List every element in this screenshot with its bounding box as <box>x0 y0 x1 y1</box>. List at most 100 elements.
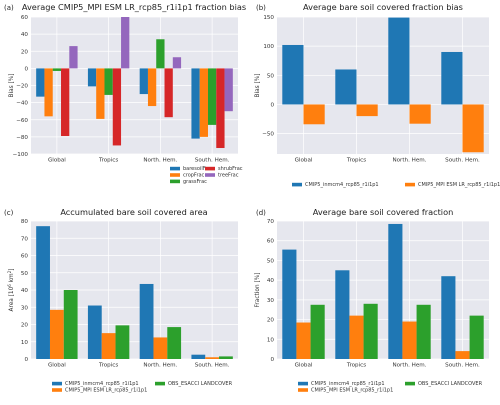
x-tick-label: South. Hem. <box>445 363 480 369</box>
bar-obs-esacci-landcover-2 <box>416 304 431 359</box>
legend-entry: CMIP5_MPI ESM LR_rcp85_r1i1p1 <box>65 387 147 393</box>
y-tick-label: 0 <box>24 66 28 72</box>
legend-entry: baresoilFrac <box>183 166 213 172</box>
y-axis-label-part: km <box>9 273 15 284</box>
bar-cmip5-mpi-esm-lr-rcp85-r1i1p1-3 <box>462 104 484 153</box>
y-axis-label: Fraction [%] <box>255 272 261 307</box>
y-tick-label: 150 <box>263 15 274 21</box>
y-tick-label: 50 <box>267 73 275 79</box>
bar-obs-esacci-landcover-0 <box>310 304 325 359</box>
y-tick-label: −60 <box>16 118 28 124</box>
legend-swatch <box>205 173 215 177</box>
y-tick-label: 20 <box>267 318 275 324</box>
bar-obs-esacci-landcover-3 <box>219 356 233 359</box>
x-tick-label: Global <box>295 363 313 369</box>
bar-shrubfrac-1 <box>112 68 122 146</box>
x-tick-label: North. Hem. <box>392 363 426 369</box>
bar-treefrac-0 <box>69 46 78 69</box>
legend-entry: OBS_ESACCI LANDCOVER <box>418 381 483 387</box>
bar-baresoilfrac-3 <box>191 68 200 139</box>
bar-shrubfrac-0 <box>61 68 70 137</box>
x-tick-label: North. Hem. <box>392 158 426 164</box>
bar-cropfrac-1 <box>96 68 105 119</box>
y-axis-label-part: Area [10 <box>9 286 15 311</box>
y-tick-label: 50 <box>21 271 29 277</box>
y-tick-label: 20 <box>21 323 29 329</box>
bar-shrubfrac-3 <box>216 68 225 149</box>
bar-cmip5-inmcm4-rcp85-r1i1p1-3 <box>191 354 206 359</box>
y-axis-label: Bias [%] <box>9 73 15 97</box>
y-tick-label: 100 <box>263 44 274 50</box>
bar-cmip5-inmcm4-rcp85-r1i1p1-0 <box>36 226 50 359</box>
bar-obs-esacci-landcover-1 <box>363 303 378 359</box>
chart-panel-1: (b) Average bare soil covered fraction bi… <box>255 2 500 188</box>
y-axis-label: Bias [%] <box>255 73 261 97</box>
y-tick-label: 60 <box>21 254 29 260</box>
legend-entry: grassFrac <box>183 179 207 185</box>
panel-label: (b) <box>256 4 266 12</box>
y-tick-label: 10 <box>21 340 29 346</box>
y-axis-label-part: 2 <box>7 270 12 273</box>
bar-grassfrac-0 <box>52 68 62 71</box>
bar-cropfrac-0 <box>44 68 53 117</box>
chart-title: Accumulated bare soil covered area <box>60 207 207 217</box>
legend-entry: CMIP5_MPI ESM LR_rcp85_r1i1p1 <box>418 182 500 188</box>
y-tick-label: 0 <box>270 102 274 108</box>
y-tick-label: 60 <box>21 15 29 21</box>
chart-title: Average CMIP5_MPI ESM LR_rcp85_r1i1p1 fr… <box>22 2 246 12</box>
chart-title: Average bare soil covered fraction bias <box>303 2 463 12</box>
legend-swatch <box>52 388 62 392</box>
bar-cmip5-inmcm4-rcp85-r1i1p1-1 <box>87 305 102 359</box>
bar-cmip5-inmcm4-rcp85-r1i1p1-0 <box>282 249 297 359</box>
x-tick-label: North. Hem. <box>143 158 177 164</box>
bar-cmip5-mpi-esm-lr-rcp85-r1i1p1-0 <box>303 104 325 125</box>
y-tick-label: 70 <box>21 236 29 242</box>
legend-entry: cropFrac <box>183 172 205 178</box>
legend-swatch <box>298 381 308 386</box>
x-tick-label: Tropics <box>346 158 366 164</box>
bar-cmip5-inmcm4-rcp85-r1i1p1-2 <box>388 223 403 359</box>
bar-baresoilfrac-2 <box>139 68 148 95</box>
x-tick-label: South. Hem. <box>195 363 230 369</box>
panel-label: (d) <box>256 209 266 217</box>
y-tick-label: 30 <box>21 305 29 311</box>
y-tick-label: 80 <box>21 219 29 225</box>
panel-label: (c) <box>4 209 14 217</box>
y-tick-label: 40 <box>21 288 29 294</box>
legend-entry: OBS_ESACCI LANDCOVER <box>168 381 233 387</box>
legend: CMIP5_inmcm4_rcp85_r1i1p1 CMIP5_MPI ESM L… <box>292 182 500 188</box>
bar-obs-esacci-landcover-3 <box>469 315 484 359</box>
bar-cmip5-inmcm4-rcp85-r1i1p1-3 <box>441 51 463 105</box>
bar-cmip5-mpi-esm-lr-rcp85-r1i1p1-2 <box>409 104 431 124</box>
x-tick-label: North. Hem. <box>143 363 177 369</box>
bar-cmip5-inmcm4-rcp85-r1i1p1-1 <box>335 69 357 105</box>
y-tick-label: −80 <box>16 135 28 141</box>
bar-cmip5-mpi-esm-lr-rcp85-r1i1p1-2 <box>402 321 417 359</box>
y-tick-label: −40 <box>16 101 28 107</box>
bar-shrubfrac-2 <box>164 68 173 118</box>
bar-treefrac-3 <box>224 68 233 112</box>
y-tick-label: −20 <box>16 84 28 90</box>
bar-grassfrac-3 <box>207 68 217 125</box>
bar-cmip5-mpi-esm-lr-rcp85-r1i1p1-3 <box>455 351 470 359</box>
legend-swatch <box>205 166 215 171</box>
y-tick-label: 0 <box>270 357 274 363</box>
legend-entry: CMIP5_inmcm4_rcp85_r1i1p1 <box>311 381 385 387</box>
x-tick-label: South. Hem. <box>195 158 230 164</box>
y-tick-label: 10 <box>267 337 275 343</box>
legend-entry: CMIP5_inmcm4_rcp85_r1i1p1 <box>305 182 379 188</box>
bar-cmip5-inmcm4-rcp85-r1i1p1-1 <box>335 270 350 359</box>
y-tick-label: 40 <box>21 32 29 38</box>
bar-cmip5-mpi-esm-lr-rcp85-r1i1p1-0 <box>296 322 311 359</box>
bar-cmip5-inmcm4-rcp85-r1i1p1-3 <box>441 276 456 359</box>
chart-panel-2: (c) Accumulated bare soil covered area 0 10… <box>4 207 238 393</box>
y-tick-label: −50 <box>262 132 274 138</box>
bar-cmip5-inmcm4-rcp85-r1i1p1-0 <box>282 44 304 105</box>
chart-panel-0: (a) Average CMIP5_MPI ESM LR_rcp85_r1i1p1… <box>4 2 246 185</box>
y-tick-label: 0 <box>24 357 28 363</box>
